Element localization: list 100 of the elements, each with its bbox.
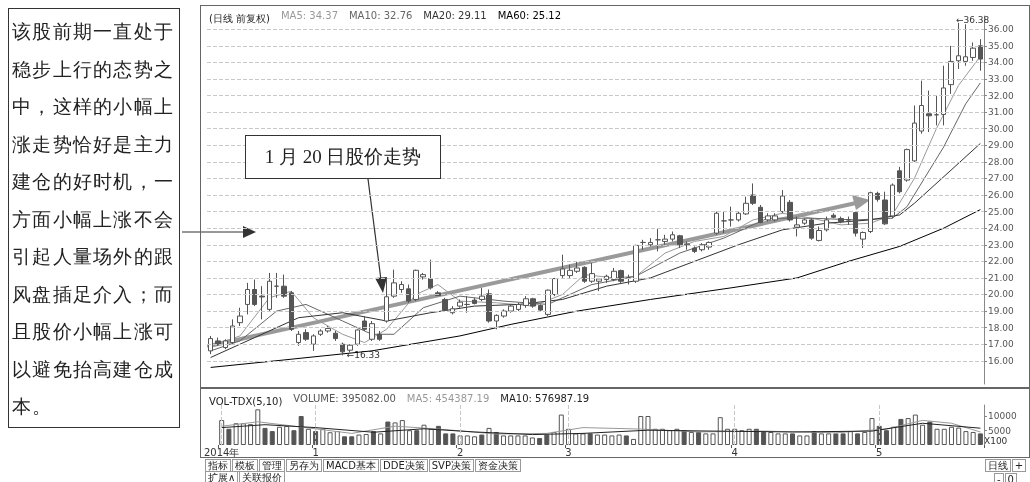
bar — [703, 433, 709, 445]
bar — [262, 427, 268, 445]
candlestick — [355, 328, 360, 347]
text: MA20: 29.11 — [423, 9, 487, 21]
candlestick — [340, 342, 345, 356]
text: 该股前期一直处于稳步上行的态势之中，这样的小幅上涨走势恰好是主力建仓的好时机，一方面小幅上涨不会引起人量场外的跟风盘插足介入；而且股价小幅上涨可以避免抬高建仓成本。 — [12, 21, 175, 417]
bar — [775, 433, 781, 445]
bar — [356, 434, 362, 445]
bar — [334, 431, 340, 445]
bar — [768, 431, 774, 445]
chart-subtitle: (日线 前复权) — [209, 12, 271, 24]
bar — [746, 428, 752, 445]
text: 管理 — [259, 459, 285, 472]
bar — [378, 433, 384, 445]
candlestick — [970, 42, 976, 62]
y-tick-label: 33.00 — [988, 73, 1015, 84]
candlestick — [223, 338, 228, 350]
bar — [349, 436, 355, 445]
candlestick — [926, 90, 932, 133]
y-tick-label: 28.00 — [988, 156, 1015, 167]
text: 资金决策 — [474, 459, 521, 472]
candlestick — [281, 274, 287, 299]
x-tick-label: 5 — [876, 446, 883, 458]
bar — [428, 428, 434, 445]
bar — [847, 431, 853, 445]
y-tick-label: 21.00 — [988, 272, 1015, 283]
candlestick — [494, 313, 499, 330]
candlestick — [956, 22, 961, 70]
candlestick — [230, 318, 235, 345]
bar — [529, 437, 535, 445]
candlestick — [267, 272, 272, 312]
bar — [602, 434, 608, 445]
candlestick — [450, 305, 455, 315]
bar — [284, 425, 290, 445]
candlestick — [582, 265, 587, 284]
y-tick-label: 18.00 — [988, 322, 1015, 333]
x-tick-label: 2 — [456, 446, 464, 458]
bar — [797, 435, 803, 445]
y-tick-label: 34.00 — [988, 57, 1015, 68]
candlestick — [464, 295, 470, 314]
bar — [739, 430, 745, 445]
bar — [761, 431, 767, 445]
y-tick-label: 19.00 — [988, 306, 1015, 317]
bar — [934, 428, 940, 445]
candlestick — [838, 216, 844, 224]
bar — [370, 431, 376, 445]
candlestick — [794, 216, 800, 237]
candlestick — [259, 285, 265, 320]
bar — [276, 426, 282, 445]
y-tick-label: 5000 — [988, 425, 1012, 436]
bar — [948, 426, 954, 445]
candlestick — [912, 105, 917, 163]
bar — [327, 432, 333, 445]
text: DDE决策 — [379, 459, 428, 472]
candlestick — [369, 320, 375, 342]
candlestick — [604, 274, 609, 284]
candlestick — [457, 298, 463, 309]
bar — [941, 428, 947, 445]
candlestick — [692, 245, 697, 254]
bar — [363, 433, 369, 445]
candlestick — [780, 189, 785, 214]
candlestick — [560, 254, 565, 279]
x-tick-label: 4 — [731, 446, 738, 458]
x-tick-label: 2014年 — [203, 446, 240, 458]
text: 模板 — [232, 459, 258, 472]
candlestick — [831, 212, 836, 219]
y-tick-label: 25.00 — [988, 206, 1015, 217]
x-tick-label: 1 — [312, 446, 319, 458]
candlestick — [391, 269, 397, 299]
bar — [782, 433, 788, 445]
candlestick — [670, 231, 675, 242]
candlestick — [516, 302, 521, 312]
bar — [927, 421, 933, 445]
bar — [688, 431, 694, 445]
bar — [869, 418, 875, 445]
bar — [790, 433, 796, 445]
bar — [912, 414, 918, 445]
text: 扩展∧ — [205, 471, 239, 482]
text: SVP决策 — [428, 459, 474, 472]
text: MA10: 32.76 — [348, 9, 413, 21]
candlestick — [428, 259, 433, 291]
candlestick — [252, 279, 257, 307]
bar — [248, 424, 254, 445]
bar — [724, 428, 730, 445]
candlestick — [868, 191, 873, 234]
bar — [818, 433, 824, 445]
bar — [580, 433, 586, 445]
y-tick-label: 16.00 — [988, 355, 1015, 366]
bar — [804, 435, 810, 445]
bar — [891, 426, 897, 445]
y-axis-title: X100 — [984, 435, 1008, 446]
bar — [862, 431, 868, 445]
candlestick — [274, 272, 279, 299]
candlestick — [208, 335, 213, 355]
line-series — [210, 142, 981, 358]
bar — [710, 433, 716, 445]
candlestick — [714, 211, 719, 236]
candlestick — [399, 280, 404, 294]
candlestick — [289, 290, 294, 332]
bar — [291, 430, 297, 445]
